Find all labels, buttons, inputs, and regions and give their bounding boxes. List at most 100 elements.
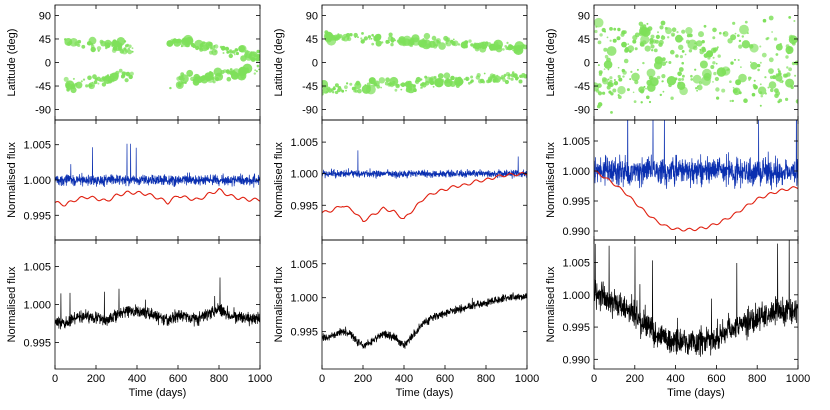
- spot-marker: [85, 84, 89, 88]
- spot-marker: [250, 57, 256, 62]
- spot-marker: [65, 83, 73, 90]
- spot-marker: [390, 42, 394, 47]
- x-tick-label: 600: [707, 373, 725, 385]
- spot-marker: [254, 69, 257, 72]
- spot-marker: [694, 42, 697, 45]
- spot-marker: [199, 76, 205, 81]
- spot-marker: [410, 85, 412, 88]
- y-tick-label: 90: [578, 10, 590, 22]
- spot-marker: [440, 78, 445, 83]
- spot-marker: [405, 87, 411, 93]
- spot-marker: [603, 47, 608, 52]
- spot-marker: [607, 68, 610, 71]
- series-with-noise: [322, 150, 527, 180]
- spot-marker: [212, 80, 216, 84]
- spot-marker: [782, 80, 784, 82]
- x-axis-label: Time (days): [667, 387, 725, 399]
- spot-marker: [696, 40, 703, 47]
- spot-marker: [665, 61, 668, 63]
- spot-marker: [398, 36, 406, 44]
- spot-marker: [117, 43, 122, 49]
- y-tick-label: 0: [312, 58, 318, 70]
- spot-marker: [115, 70, 120, 75]
- spot-marker: [617, 86, 626, 95]
- spot-marker: [650, 44, 655, 49]
- spot-marker: [616, 36, 621, 41]
- y-tick-label: 1.005: [23, 140, 51, 152]
- spot-marker: [662, 90, 665, 93]
- spot-marker: [121, 48, 128, 55]
- spot-marker: [632, 39, 637, 44]
- spot-marker: [729, 80, 732, 83]
- x-tick-label: 800: [210, 373, 228, 385]
- spot-marker: [698, 31, 704, 38]
- spot-marker: [231, 51, 234, 54]
- spot-marker: [760, 94, 764, 98]
- spot-marker: [638, 86, 645, 93]
- spot-marker: [646, 22, 649, 25]
- spot-marker: [367, 35, 371, 39]
- plot-area: [594, 15, 798, 114]
- spot-marker: [385, 77, 390, 83]
- spot-marker: [207, 75, 211, 80]
- spot-marker: [602, 91, 606, 95]
- spot-marker: [125, 44, 129, 48]
- spot-marker: [759, 45, 762, 48]
- spot-marker: [421, 86, 423, 89]
- spot-marker: [378, 77, 386, 84]
- spot-marker: [502, 48, 505, 51]
- spot-marker: [97, 49, 100, 52]
- spot-marker: [786, 66, 789, 69]
- plot-area: [594, 240, 798, 357]
- y-tick-label: 1.005: [562, 258, 590, 270]
- spot-marker: [180, 45, 183, 48]
- y-tick-label: 45: [306, 34, 318, 46]
- spot-marker: [518, 79, 523, 84]
- spot-marker: [612, 88, 617, 93]
- spot-marker: [87, 75, 92, 81]
- spot-marker: [82, 78, 86, 81]
- spot-marker: [72, 77, 75, 80]
- spot-marker: [597, 83, 602, 88]
- spot-marker: [599, 33, 603, 37]
- spot-marker: [75, 81, 83, 89]
- spot-marker: [632, 35, 638, 41]
- spot-marker: [649, 38, 654, 42]
- x-tick-label: 200: [626, 373, 644, 385]
- y-tick-label: 45: [578, 34, 590, 46]
- spot-marker: [388, 82, 393, 86]
- spot-marker: [749, 43, 759, 53]
- spot-marker: [730, 34, 737, 41]
- spot-marker: [759, 83, 762, 86]
- plot-area: [594, 120, 798, 232]
- spot-marker: [432, 85, 435, 88]
- spot-marker: [713, 71, 717, 76]
- y-tick-label: 45: [39, 34, 51, 46]
- spot-marker: [632, 91, 635, 94]
- spot-marker: [405, 80, 410, 85]
- spot-marker: [258, 68, 260, 71]
- spot-marker: [603, 60, 613, 69]
- spot-marker: [739, 24, 749, 35]
- spot-marker: [450, 75, 455, 81]
- spot-marker: [604, 54, 609, 59]
- y-axis-label: Latitude (deg): [6, 29, 18, 97]
- spot-marker: [470, 75, 474, 79]
- y-tick-label: 0.995: [562, 196, 590, 208]
- spot-marker: [99, 39, 104, 44]
- spot-marker: [228, 53, 233, 59]
- spot-marker: [701, 40, 705, 44]
- spot-marker: [370, 37, 373, 40]
- plot-area: [55, 143, 260, 207]
- spot-marker: [240, 74, 245, 79]
- spot-marker: [361, 32, 364, 35]
- spot-marker: [787, 51, 790, 55]
- x-tick-label: 600: [169, 373, 187, 385]
- spot-marker: [702, 68, 712, 79]
- spot-marker: [108, 75, 115, 82]
- spot-marker: [692, 74, 702, 84]
- spot-marker: [255, 70, 258, 73]
- spot-marker: [380, 86, 382, 89]
- spot-marker: [408, 39, 411, 42]
